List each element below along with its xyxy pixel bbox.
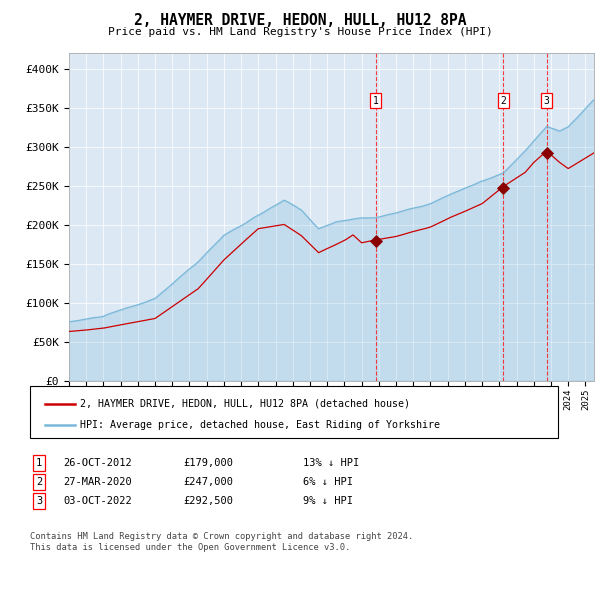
Text: 2, HAYMER DRIVE, HEDON, HULL, HU12 8PA: 2, HAYMER DRIVE, HEDON, HULL, HU12 8PA [134,13,466,28]
Text: 2, HAYMER DRIVE, HEDON, HULL, HU12 8PA (detached house): 2, HAYMER DRIVE, HEDON, HULL, HU12 8PA (… [80,399,410,408]
Text: £247,000: £247,000 [183,477,233,487]
Text: 2: 2 [500,96,506,106]
Text: HPI: Average price, detached house, East Riding of Yorkshire: HPI: Average price, detached house, East… [80,421,440,430]
Text: 1: 1 [36,458,42,468]
Text: 13% ↓ HPI: 13% ↓ HPI [303,458,359,468]
Text: Price paid vs. HM Land Registry's House Price Index (HPI): Price paid vs. HM Land Registry's House … [107,27,493,37]
Point [542,148,551,157]
Text: Contains HM Land Registry data © Crown copyright and database right 2024.
This d: Contains HM Land Registry data © Crown c… [30,532,413,552]
Text: 6% ↓ HPI: 6% ↓ HPI [303,477,353,487]
Point [371,236,380,245]
Text: 2: 2 [36,477,42,487]
Text: 1: 1 [373,96,379,106]
Text: 3: 3 [36,496,42,506]
Point [499,183,508,193]
Text: 03-OCT-2022: 03-OCT-2022 [63,496,132,506]
Text: £179,000: £179,000 [183,458,233,468]
Text: 26-OCT-2012: 26-OCT-2012 [63,458,132,468]
Text: £292,500: £292,500 [183,496,233,506]
Text: 27-MAR-2020: 27-MAR-2020 [63,477,132,487]
Text: 9% ↓ HPI: 9% ↓ HPI [303,496,353,506]
Text: 3: 3 [544,96,550,106]
